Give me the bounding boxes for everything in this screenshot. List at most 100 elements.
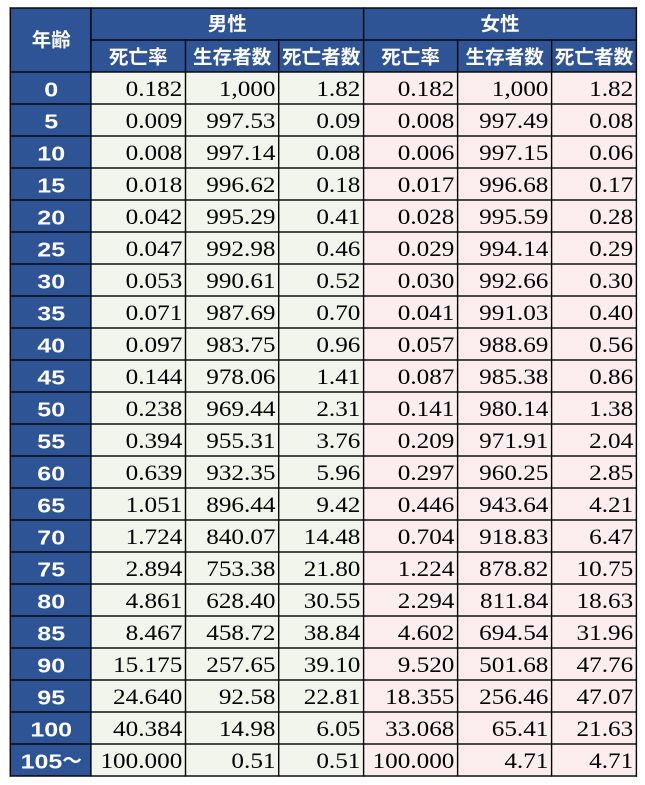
svg-text:988.69: 988.69 — [479, 333, 548, 357]
svg-text:1.224: 1.224 — [398, 557, 455, 581]
svg-text:997.53: 997.53 — [206, 109, 275, 133]
svg-text:0.08: 0.08 — [316, 141, 360, 165]
svg-text:1.38: 1.38 — [589, 397, 633, 421]
svg-text:0.071: 0.071 — [126, 301, 183, 325]
svg-text:14.98: 14.98 — [219, 717, 276, 741]
svg-text:840.07: 840.07 — [206, 525, 275, 549]
svg-text:47.76: 47.76 — [577, 653, 634, 677]
svg-text:14.48: 14.48 — [304, 525, 361, 549]
svg-text:257.65: 257.65 — [206, 653, 275, 677]
svg-text:896.44: 896.44 — [206, 493, 275, 517]
svg-text:960.25: 960.25 — [479, 461, 548, 485]
svg-text:39.10: 39.10 — [304, 653, 361, 677]
svg-text:811.84: 811.84 — [480, 589, 548, 613]
svg-text:0.053: 0.053 — [126, 269, 183, 293]
svg-text:1,000: 1,000 — [492, 77, 549, 101]
svg-text:85: 85 — [37, 622, 65, 645]
svg-text:0.297: 0.297 — [398, 461, 455, 485]
svg-text:0.06: 0.06 — [589, 141, 633, 165]
svg-text:0.041: 0.041 — [398, 301, 455, 325]
svg-text:15: 15 — [37, 174, 65, 197]
svg-text:0.042: 0.042 — [126, 205, 183, 229]
svg-text:4.71: 4.71 — [504, 749, 548, 773]
svg-text:256.46: 256.46 — [479, 685, 548, 709]
svg-text:0.28: 0.28 — [589, 205, 633, 229]
svg-text:100: 100 — [30, 718, 72, 741]
svg-text:0.30: 0.30 — [589, 269, 633, 293]
svg-text:4.602: 4.602 — [398, 621, 455, 645]
svg-text:0.08: 0.08 — [589, 109, 633, 133]
svg-text:0: 0 — [44, 78, 58, 101]
svg-text:2.894: 2.894 — [126, 557, 183, 581]
svg-text:0.51: 0.51 — [231, 749, 275, 773]
svg-text:0.209: 0.209 — [398, 429, 455, 453]
svg-text:995.29: 995.29 — [206, 205, 275, 229]
svg-text:0.704: 0.704 — [398, 525, 455, 549]
svg-text:50: 50 — [37, 398, 65, 421]
svg-text:0.40: 0.40 — [589, 301, 633, 325]
svg-text:0.144: 0.144 — [126, 365, 183, 389]
svg-text:628.40: 628.40 — [206, 589, 275, 613]
svg-text:878.82: 878.82 — [479, 557, 548, 581]
svg-text:100.000: 100.000 — [100, 749, 182, 773]
svg-text:753.38: 753.38 — [206, 557, 275, 581]
svg-text:47.07: 47.07 — [577, 685, 634, 709]
svg-text:997.15: 997.15 — [479, 141, 548, 165]
svg-text:70: 70 — [37, 526, 65, 549]
svg-text:0.17: 0.17 — [589, 173, 633, 197]
svg-text:10: 10 — [37, 142, 65, 165]
svg-text:6.05: 6.05 — [316, 717, 360, 741]
svg-text:992.66: 992.66 — [479, 269, 548, 293]
svg-text:1.82: 1.82 — [316, 77, 360, 101]
svg-text:40: 40 — [37, 334, 65, 357]
svg-text:0.182: 0.182 — [398, 77, 455, 101]
svg-text:65: 65 — [37, 494, 65, 517]
svg-text:6.47: 6.47 — [589, 525, 633, 549]
svg-text:20: 20 — [37, 206, 65, 229]
svg-text:969.44: 969.44 — [206, 397, 275, 421]
svg-text:21.80: 21.80 — [304, 557, 361, 581]
svg-text:458.72: 458.72 — [206, 621, 275, 645]
svg-text:0.86: 0.86 — [589, 365, 633, 389]
svg-text:4.71: 4.71 — [589, 749, 633, 773]
svg-text:987.69: 987.69 — [206, 301, 275, 325]
svg-text:9.42: 9.42 — [316, 493, 360, 517]
svg-text:2.31: 2.31 — [316, 397, 360, 421]
svg-text:996.68: 996.68 — [479, 173, 548, 197]
svg-text:35: 35 — [37, 302, 65, 325]
svg-text:983.75: 983.75 — [206, 333, 275, 357]
svg-text:978.06: 978.06 — [206, 365, 275, 389]
svg-text:0.097: 0.097 — [126, 333, 183, 357]
svg-text:1.41: 1.41 — [316, 365, 360, 389]
svg-text:0.96: 0.96 — [316, 333, 360, 357]
svg-text:55: 55 — [37, 430, 65, 453]
svg-text:0.09: 0.09 — [316, 109, 360, 133]
svg-text:992.98: 992.98 — [206, 237, 275, 261]
svg-text:985.38: 985.38 — [479, 365, 548, 389]
svg-text:955.31: 955.31 — [206, 429, 275, 453]
svg-text:0.008: 0.008 — [398, 109, 455, 133]
svg-text:943.64: 943.64 — [479, 493, 548, 517]
svg-text:0.141: 0.141 — [398, 397, 455, 421]
svg-text:18.355: 18.355 — [385, 685, 454, 709]
svg-text:90: 90 — [37, 654, 65, 677]
svg-text:8.467: 8.467 — [126, 621, 183, 645]
svg-text:0.047: 0.047 — [126, 237, 183, 261]
svg-text:0.017: 0.017 — [398, 173, 455, 197]
svg-text:932.35: 932.35 — [206, 461, 275, 485]
svg-text:990.61: 990.61 — [206, 269, 275, 293]
svg-text:18.63: 18.63 — [577, 589, 634, 613]
svg-text:0.182: 0.182 — [126, 77, 183, 101]
svg-text:38.84: 38.84 — [304, 621, 361, 645]
svg-text:33.068: 33.068 — [385, 717, 454, 741]
svg-text:0.087: 0.087 — [398, 365, 455, 389]
svg-text:0.56: 0.56 — [589, 333, 633, 357]
svg-text:980.14: 980.14 — [479, 397, 548, 421]
svg-text:80: 80 — [37, 590, 65, 613]
svg-text:65.41: 65.41 — [492, 717, 549, 741]
svg-text:4.861: 4.861 — [126, 589, 183, 613]
svg-text:21.63: 21.63 — [577, 717, 634, 741]
svg-text:501.68: 501.68 — [479, 653, 548, 677]
svg-text:997.14: 997.14 — [206, 141, 275, 165]
svg-text:1.82: 1.82 — [589, 77, 633, 101]
